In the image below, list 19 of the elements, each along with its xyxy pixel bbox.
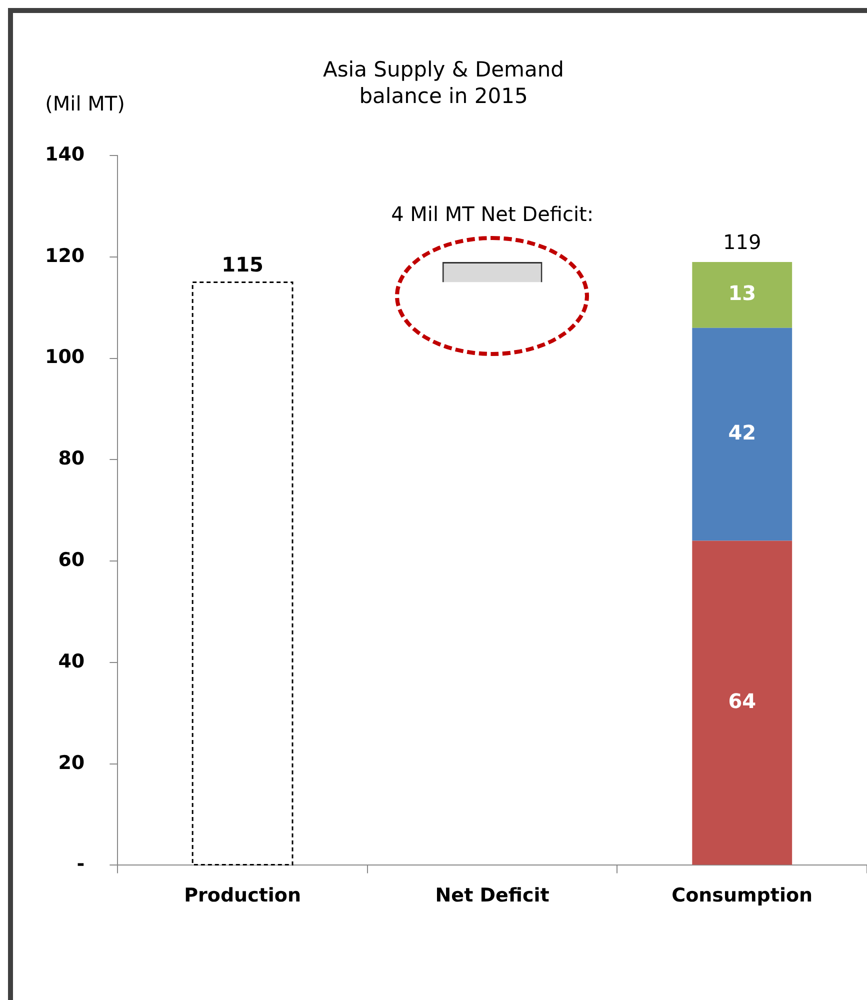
y-tick-label: 80 (58, 448, 85, 470)
y-axis-title: (Mil MT) (45, 92, 125, 116)
x-tick-label: Consumption (672, 884, 813, 907)
y-tick-label: 120 (44, 244, 85, 267)
total-label: 119 (723, 230, 762, 254)
data-label: 64 (728, 688, 756, 713)
chart-title: Asia Supply & Demand balance in 2015 (322, 58, 564, 108)
data-label: 42 (728, 420, 756, 445)
y-tick-label: 100 (44, 346, 85, 368)
x-tick-label: Net Deficit (435, 884, 550, 907)
y-tick-label: 20 (58, 752, 85, 774)
y-tick-label: 40 (58, 650, 85, 672)
annotation: 4 Mil MT Net Deficit: (391, 202, 594, 226)
y-tick-label: 60 (58, 548, 85, 571)
data-label: 115 (222, 252, 264, 276)
x-tick-label: Production (184, 884, 302, 907)
data-label: 13 (728, 281, 756, 306)
y-tick-label: - (76, 853, 85, 876)
y-tick-label: 140 (44, 143, 85, 166)
